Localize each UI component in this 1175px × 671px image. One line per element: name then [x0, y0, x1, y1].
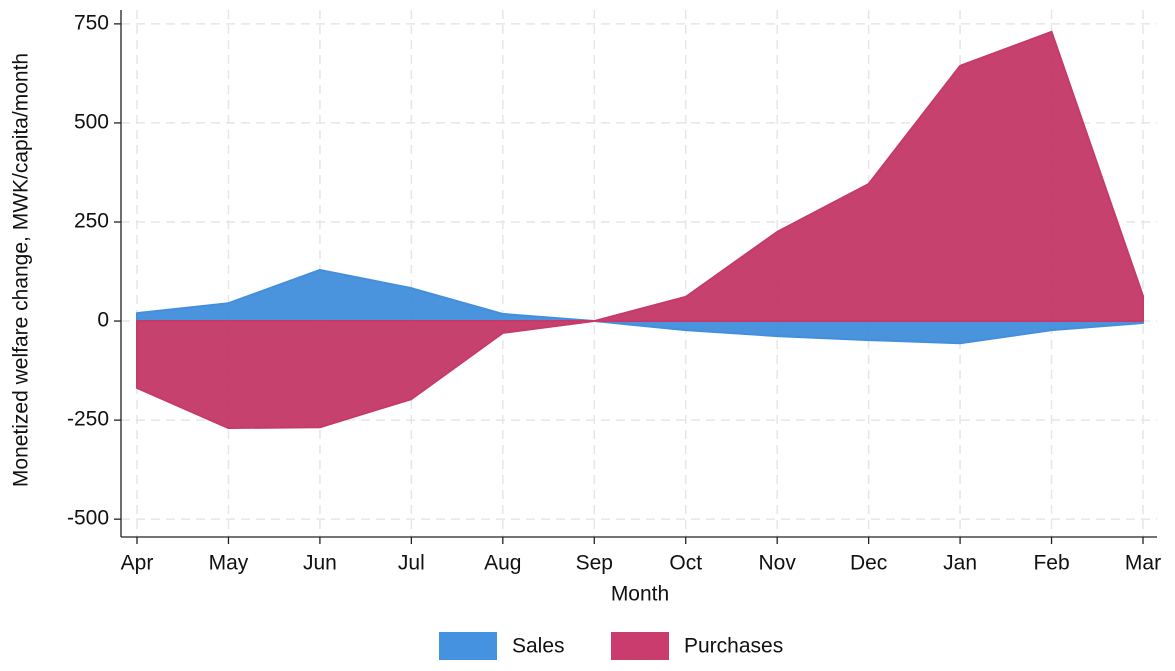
y-tick-label: 500	[74, 110, 109, 133]
x-tick-label: Mar	[1125, 552, 1161, 575]
y-tick-label: 750	[74, 11, 109, 34]
y-tick-label: 0	[97, 309, 109, 332]
x-tick-label: Jan	[943, 552, 977, 575]
x-tick-label: Apr	[121, 552, 154, 575]
area	[136, 268, 1144, 345]
y-tick-label: 250	[74, 210, 109, 233]
x-tick-label: Jun	[303, 552, 337, 575]
y-tick-label: -500	[67, 507, 109, 530]
x-tick-label: Aug	[484, 552, 521, 575]
x-tick-label: Oct	[669, 552, 702, 575]
x-tick-label: Dec	[850, 552, 887, 575]
x-tick-label: Nov	[759, 552, 797, 575]
legend-label: Sales	[512, 635, 565, 658]
area	[136, 30, 1144, 430]
y-axis-label: Monetized welfare change, MWK/capita/mon…	[10, 53, 33, 487]
legend-label: Purchases	[684, 635, 783, 658]
legend-swatch	[439, 632, 497, 660]
x-tick-label: Feb	[1033, 552, 1069, 575]
x-tick-label: Jul	[398, 552, 425, 575]
x-tick-label: Sep	[576, 552, 613, 575]
x-axis-label: Month	[611, 583, 669, 606]
x-tick-label: May	[209, 552, 249, 575]
legend-swatch	[611, 632, 669, 660]
y-tick-label: -250	[67, 408, 109, 431]
